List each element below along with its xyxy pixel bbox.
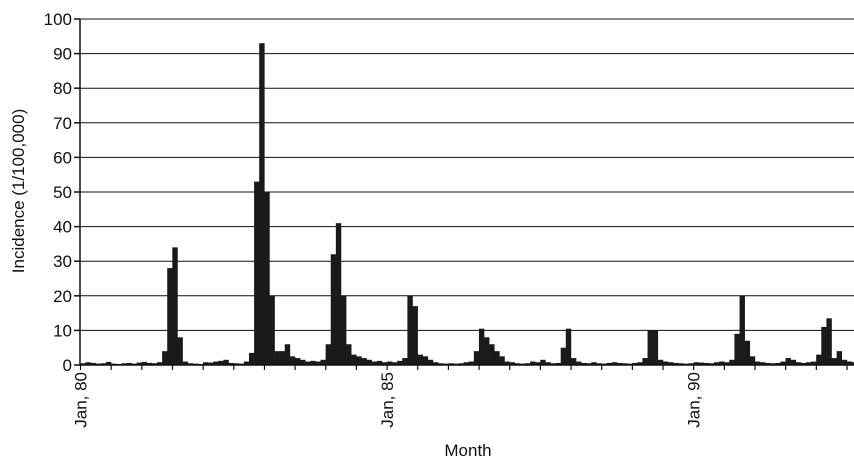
y-tick-label: 30 xyxy=(53,252,72,271)
y-tick-label: 70 xyxy=(53,114,72,133)
bar xyxy=(413,306,418,365)
bar xyxy=(494,351,499,365)
y-axis-title: Incidence (1/100,000) xyxy=(9,109,28,273)
y-tick-label: 50 xyxy=(53,183,72,202)
bar xyxy=(474,351,479,365)
bar xyxy=(321,360,326,365)
y-tick-label: 10 xyxy=(53,321,72,340)
bar xyxy=(653,330,658,365)
bar xyxy=(223,360,228,365)
bar xyxy=(254,182,259,365)
bar xyxy=(786,358,791,365)
bar xyxy=(295,358,300,365)
bar xyxy=(837,351,842,365)
bar xyxy=(740,296,745,365)
bar xyxy=(842,360,847,365)
bar xyxy=(167,268,172,365)
bar xyxy=(499,356,504,365)
bar xyxy=(826,318,831,365)
bar xyxy=(275,351,280,365)
bar xyxy=(418,355,423,365)
y-tick-label: 20 xyxy=(53,287,72,306)
bar xyxy=(269,296,274,365)
bar xyxy=(367,360,372,365)
bar xyxy=(290,356,295,365)
bar xyxy=(832,358,837,365)
bar xyxy=(479,329,484,365)
bar xyxy=(821,327,826,365)
bar xyxy=(423,356,428,365)
bar xyxy=(642,358,647,365)
bar xyxy=(402,358,407,365)
bar xyxy=(734,334,739,365)
bar xyxy=(566,329,571,365)
bar xyxy=(300,360,305,365)
bars xyxy=(80,43,854,365)
bar xyxy=(571,358,576,365)
y-tick-label: 60 xyxy=(53,148,72,167)
bar xyxy=(484,337,489,365)
bar xyxy=(326,344,331,365)
bar xyxy=(561,348,566,365)
y-tick-label: 100 xyxy=(44,10,72,29)
bar xyxy=(750,356,755,365)
bar xyxy=(264,192,269,365)
bar xyxy=(648,330,653,365)
bar xyxy=(540,360,545,365)
bar xyxy=(489,344,494,365)
bar xyxy=(285,344,290,365)
x-tick-label: Jan, 80 xyxy=(72,372,91,428)
bar xyxy=(428,360,433,365)
gridlines xyxy=(74,19,854,370)
bar xyxy=(745,341,750,365)
bar xyxy=(791,360,796,365)
bar xyxy=(341,296,346,365)
bar xyxy=(407,296,412,365)
bar xyxy=(351,355,356,365)
bar xyxy=(361,358,366,365)
bar xyxy=(172,247,177,365)
bar xyxy=(280,351,285,365)
bar xyxy=(336,223,341,365)
x-tick-label: Jan, 90 xyxy=(685,372,704,428)
bar xyxy=(331,254,336,365)
bar xyxy=(658,360,663,365)
bar xyxy=(356,356,361,365)
bar xyxy=(177,337,182,365)
bar xyxy=(259,43,264,365)
x-tick-label: Jan, 85 xyxy=(378,372,397,428)
bar xyxy=(816,355,821,365)
y-tick-label: 90 xyxy=(53,45,72,64)
bar xyxy=(346,344,351,365)
y-tick-label: 40 xyxy=(53,218,72,237)
bar xyxy=(249,353,254,365)
x-axis-title: Month xyxy=(444,441,491,460)
bar xyxy=(729,360,734,365)
bar xyxy=(162,351,167,365)
y-tick-label: 80 xyxy=(53,79,72,98)
